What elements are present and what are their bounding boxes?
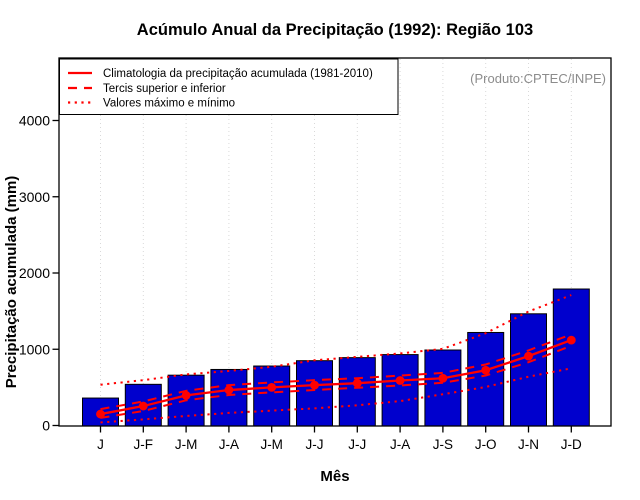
x-tick-label: J-N — [518, 437, 539, 452]
x-tick-label: J-S — [433, 437, 453, 452]
climatology-point — [352, 378, 362, 388]
climatology-point — [181, 390, 191, 400]
y-axis-title: Precipitação acumulada (mm) — [3, 176, 20, 389]
climatology-point — [438, 373, 448, 383]
climatology-point — [481, 365, 491, 375]
climatology-point — [310, 380, 319, 390]
legend-label-tercis: Tercis superior e inferior — [103, 83, 226, 95]
plot-border — [58, 57, 612, 427]
y-tick-label: 0 — [42, 418, 50, 434]
line-dashed-tercil — [100, 344, 572, 419]
climatology-point — [524, 351, 533, 361]
chart-title: Acúmulo Anual da Precipitação (1992): Re… — [137, 21, 533, 39]
x-tick-label: J-D — [561, 437, 582, 452]
bar-J-N — [510, 313, 547, 427]
line-solid-climatologia — [100, 339, 572, 416]
climatology-point — [138, 401, 148, 411]
x-tick-label: J-M — [260, 437, 283, 452]
legend-label-climatologia: Climatologia da precipitação acumulada (… — [103, 68, 373, 80]
line-dashed-tercil — [100, 333, 572, 411]
legend: Climatologia da precipitação acumulada (… — [59, 58, 399, 115]
y-tick-label: 2000 — [19, 265, 50, 281]
bar-J-A — [381, 354, 419, 427]
series-lines — [96, 294, 576, 424]
climatology-point — [267, 382, 277, 392]
x-tick-label: J-A — [219, 437, 239, 452]
x-tick-label: J-A — [390, 437, 410, 452]
y-tick-label: 4000 — [19, 113, 50, 129]
x-tick-label: J-M — [175, 437, 198, 452]
x-tick-label: J — [97, 437, 104, 452]
bar-J-J — [296, 360, 333, 427]
x-tick-label: J-F — [134, 437, 154, 452]
bar-J-A — [210, 368, 248, 427]
bar-J-D — [552, 288, 590, 427]
legend-label-max-min: Valores máximo e mínimo — [103, 98, 235, 110]
y-axis: 0 1000 2000 3000 4000 — [19, 113, 59, 434]
producer-watermark: (Produto:CPTEC/INPE) — [470, 71, 606, 86]
x-tick-label: J-J — [348, 437, 366, 452]
bar-J-O — [467, 331, 505, 427]
x-axis: J J-F J-M J-A J-M J-J J-J J-A J-S J-O J-N J-D — [97, 426, 582, 452]
climatology-point — [395, 376, 405, 385]
bar-J-M — [253, 365, 291, 427]
climatology-point — [96, 409, 105, 419]
x-tick-label: J-J — [306, 437, 324, 452]
bar-J-S — [424, 349, 462, 427]
climatology-point — [224, 385, 234, 395]
climatology-point — [566, 335, 576, 345]
y-tick-label: 3000 — [19, 189, 50, 205]
x-axis-title: Mês — [320, 468, 349, 485]
x-tick-label: J-O — [475, 437, 497, 452]
legend-box — [59, 58, 399, 115]
line-dotted-valor — [100, 367, 572, 424]
y-tick-label: 1000 — [19, 341, 50, 357]
bar-J-J — [338, 357, 376, 427]
bars-1992 — [82, 288, 590, 427]
